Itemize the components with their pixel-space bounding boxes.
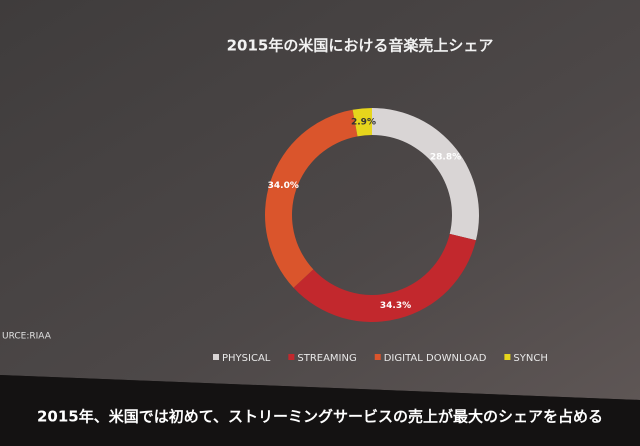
- donut-segment: [293, 233, 476, 322]
- donut-segment: [372, 108, 479, 241]
- legend-swatch: [504, 354, 511, 360]
- legend-swatch: [213, 354, 219, 360]
- slide: [0, 0, 640, 400]
- source: URCE:RIAA: [2, 332, 52, 342]
- chart-title: 2015年の米国における音楽売上シェア: [227, 37, 494, 55]
- legend-label: PHYSICAL: [222, 353, 271, 364]
- donut-segment: [352, 108, 372, 137]
- legend-label: DIGITAL DOWNLOAD: [384, 353, 487, 364]
- legend-swatch: [288, 354, 295, 360]
- legend-label: SYNCH: [513, 353, 547, 364]
- donut-segment: [264, 109, 358, 288]
- data-label: 34.0%: [268, 181, 299, 191]
- data-label: 34.3%: [380, 301, 411, 311]
- caption: 2015年、米国では初めて、ストリーミングサービスの売上が最大のシェアを占める: [37, 408, 603, 426]
- legend-swatch: [374, 354, 381, 360]
- data-label: 2.9%: [351, 117, 376, 127]
- legend-label: STREAMING: [297, 353, 356, 364]
- data-label: 28.8%: [430, 153, 461, 163]
- stage: [0, 375, 640, 446]
